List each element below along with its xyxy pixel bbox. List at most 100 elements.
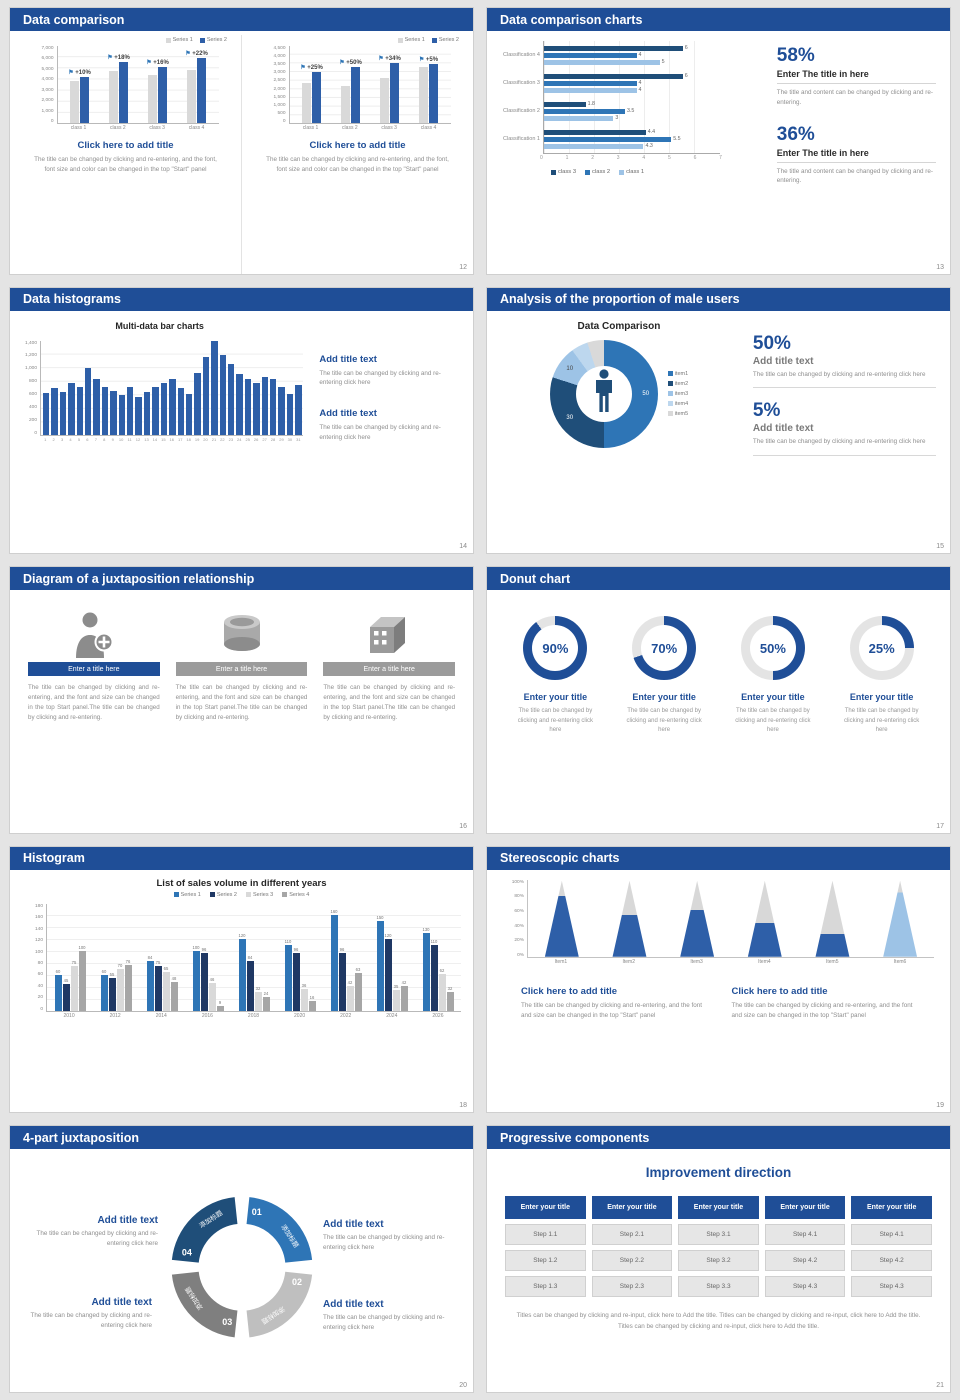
chart-legend: Series 1 Series 2 bbox=[165, 37, 227, 43]
slide-16[interactable]: Diagram of a juxtaposition relationship … bbox=[9, 566, 474, 834]
bar-pair bbox=[70, 77, 89, 123]
x-label: 18 bbox=[186, 436, 191, 442]
step-column: Enter your title Step 2.1 Step 2.2 Step 2.3 bbox=[591, 1196, 673, 1298]
bar: 42 bbox=[400, 980, 408, 1011]
y-axis: 100% 80% 60% 40% 20% 0% bbox=[503, 880, 527, 958]
value-label: 60 bbox=[101, 968, 107, 974]
legend-item: Series 4 bbox=[282, 892, 309, 898]
slide-14[interactable]: Data histograms Multi-data bar charts 1,4… bbox=[9, 286, 474, 555]
bar bbox=[236, 373, 243, 435]
bar bbox=[143, 391, 151, 435]
database-icon bbox=[176, 606, 308, 662]
y-tick-label: 2,500 bbox=[273, 78, 286, 84]
x-label: 28 bbox=[270, 436, 276, 442]
legend-label: item2 bbox=[674, 380, 689, 387]
placeholder-body: The title can be changed by clicking and… bbox=[323, 1314, 445, 1332]
x-label: 4 bbox=[69, 436, 72, 442]
bar-group: 60 45 75 100 bbox=[54, 945, 86, 1011]
legend-item: item3 bbox=[667, 391, 688, 397]
x-label: Item3 bbox=[690, 958, 703, 965]
page-number: 12 bbox=[459, 263, 467, 271]
step-column: Enter your title Step 4.1 Step 4.2 Step 4.3 bbox=[851, 1196, 932, 1298]
horizontal-bar-chart: Classification 4 6 4 5 Classification 3 6 4 4 Cl… bbox=[491, 41, 763, 274]
plot-area: 60 45 75 100 60 55 70 76 84 75 65 48 100 96 46 9 120 84 32… bbox=[46, 903, 461, 1012]
flag-icon: ⚑ bbox=[378, 56, 384, 62]
x-label: Item2 bbox=[622, 958, 635, 965]
slide-20[interactable]: 4-part juxtaposition 01 添加标题 02 添加标题 03 添加标题 0… bbox=[9, 1125, 474, 1393]
donut-column: 70% Enter your title The title can be chan… bbox=[610, 616, 719, 833]
x-label: 8 bbox=[103, 436, 106, 442]
cone bbox=[883, 880, 918, 957]
placeholder-block: Click here to add title The title can be … bbox=[732, 977, 917, 1021]
bar: 84 bbox=[146, 955, 154, 1011]
y-tick-label: 3,000 bbox=[41, 87, 54, 93]
bar bbox=[187, 70, 196, 123]
comparison-chart-2: Series 1 Series 2 4,500 4,000 3,500 3,000 2,50… bbox=[241, 35, 473, 274]
bar-line: 5.5 bbox=[544, 136, 719, 142]
legend-item: Series 3 bbox=[246, 892, 273, 898]
step-cell: Step 3.2 bbox=[678, 1250, 759, 1272]
bar-line: 6 bbox=[544, 45, 719, 51]
bar-group: ⚑ +10% bbox=[66, 69, 94, 123]
value-label: 130 bbox=[422, 926, 430, 932]
value-label: 3 bbox=[615, 115, 619, 121]
title-bar: Enter a title here bbox=[175, 662, 308, 677]
bar bbox=[351, 67, 360, 123]
bar bbox=[211, 340, 218, 435]
bar bbox=[544, 129, 646, 135]
slide-18[interactable]: Histogram List of sales volume in differ… bbox=[9, 845, 474, 1114]
x-label: Item4 bbox=[758, 958, 771, 965]
slide-16-body: Enter a title here The title can be chang… bbox=[10, 590, 473, 833]
bar-group: ⚑ +16% bbox=[144, 59, 172, 123]
building-icon bbox=[323, 606, 455, 662]
bar: 60 bbox=[54, 969, 62, 1011]
bar bbox=[135, 396, 142, 435]
chart-legend: class 3 class 2 class 1 bbox=[551, 169, 763, 175]
growth-label: ⚑ +34% bbox=[378, 56, 401, 62]
slide-17[interactable]: Donut chart 90% Enter your title The title… bbox=[486, 566, 951, 834]
slide-15[interactable]: Analysis of the proportion of male users… bbox=[486, 286, 951, 555]
bar bbox=[160, 382, 168, 435]
legend-item: class 2 bbox=[585, 169, 610, 175]
comparison-chart-1: Series 1 Series 2 7,000 6,000 5,000 4,000 3,00… bbox=[10, 35, 241, 274]
bar-line: 3.5 bbox=[544, 108, 719, 114]
bar-group: ⚑ +5% bbox=[415, 56, 443, 123]
x-label: class 2 bbox=[342, 125, 358, 131]
bar-pair bbox=[109, 62, 128, 123]
value-label: 96 bbox=[293, 946, 299, 952]
slide-19[interactable]: Stereoscopic charts 100% 80% 60% 40% 20% 0% It… bbox=[486, 845, 951, 1114]
text-panel: Add title text The title can be changed b… bbox=[303, 319, 465, 554]
x-label: 23 bbox=[228, 436, 234, 442]
value-label: 6 bbox=[684, 45, 688, 51]
placeholder-title: Add title text bbox=[319, 408, 377, 420]
slide-title: Data comparison bbox=[23, 12, 125, 27]
bar-pair bbox=[341, 67, 360, 123]
male-icon bbox=[593, 369, 615, 418]
value-label: 75 bbox=[155, 959, 161, 965]
page-number: 17 bbox=[936, 822, 944, 830]
donut-value: 90% bbox=[532, 625, 579, 672]
placeholder-title: Add title text bbox=[91, 1297, 152, 1309]
legend-swatch bbox=[551, 169, 556, 175]
legend-label: Series 1 bbox=[180, 891, 201, 898]
segment-number: 01 bbox=[251, 1207, 261, 1217]
column-header-button: Enter your title bbox=[591, 1196, 673, 1220]
stat-block: 58% Enter The title in here The title and … bbox=[776, 45, 936, 108]
legend-swatch bbox=[282, 892, 288, 898]
plot-area bbox=[527, 879, 934, 958]
bar bbox=[148, 75, 157, 123]
legend-label: class 1 bbox=[626, 169, 645, 175]
slide-12[interactable]: Data comparison Series 1 Series 2 7,000 6,0… bbox=[9, 7, 474, 275]
category-label: Classification 2 bbox=[503, 108, 540, 114]
slide-21[interactable]: Progressive components Improvement direc… bbox=[486, 1125, 951, 1393]
placeholder-body: The title can be changed by clicking and… bbox=[175, 684, 308, 721]
stat-body: The title can be changed by clicking and… bbox=[752, 438, 926, 446]
bar-chart: 180 160 140 120 100 80 60 40 20 0 60 45 75 100 60 55 70 7… bbox=[22, 903, 461, 1012]
donut-value: 25% bbox=[858, 625, 905, 672]
slice-value: 10 bbox=[566, 365, 574, 372]
y-tick-label: 180 bbox=[34, 903, 43, 909]
placeholder-title: Add title text bbox=[323, 1219, 384, 1231]
y-axis: 180 160 140 120 100 80 60 40 20 0 bbox=[22, 904, 46, 1012]
